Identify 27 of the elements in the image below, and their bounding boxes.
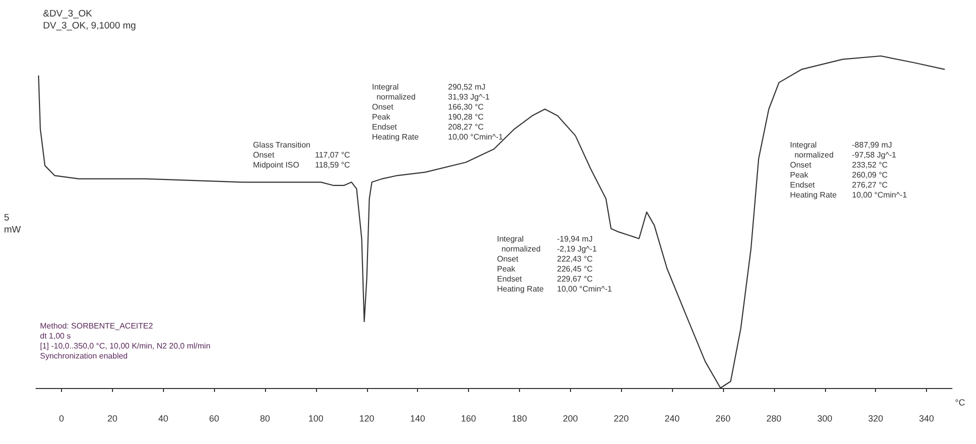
x-tick-label: 120 xyxy=(359,414,374,424)
x-tick-label: 220 xyxy=(614,414,629,424)
y-axis-title: 5 mW xyxy=(4,212,21,236)
x-tick-label: 40 xyxy=(158,414,168,424)
x-tick-label: 60 xyxy=(209,414,220,424)
x-tick-label: 160 xyxy=(461,414,476,424)
text: Integral -887,99 mJ normalized -97,58 Jg^-1 Onset 233,52 °C Peak 260,09 °C Endset 276,27 °C Heating Rate 10,00 °Cmin^-1 xyxy=(790,140,907,200)
x-tick-label: 20 xyxy=(107,414,118,424)
chart-title: &DV_3_OK xyxy=(43,8,93,20)
x-tick-label: 280 xyxy=(766,414,782,424)
x-tick-label: 0 xyxy=(58,414,64,424)
x-tick-label: 320 xyxy=(868,414,884,424)
x-tick-label: 260 xyxy=(715,414,731,424)
text: Glass Transition Onset 117,07 °C Midpoint ISO 118,59 °C xyxy=(253,140,350,170)
chart-subtitle: DV_3_OK, 9,1000 mg xyxy=(43,20,136,32)
x-tick-label: 140 xyxy=(410,414,426,424)
x-tick-label: 340 xyxy=(919,414,934,424)
x-tick-label: 80 xyxy=(260,414,270,424)
x-tick-label: 300 xyxy=(817,414,832,424)
text: Integral -19,94 mJ normalized -2,19 Jg^-1 Onset 222,43 °C Peak 226,45 °C Endset 229,67 °C Heating Rate 10,00 °Cmin^-1 xyxy=(497,234,612,294)
x-tick-label: 180 xyxy=(512,414,527,424)
text: Integral 290,52 mJ normalized 31,93 Jg^-1 Onset 166,30 °C Peak 190,28 °C Endset 208,27 °C Heating Rate 10,00 °Cmin^-1 xyxy=(372,82,503,142)
x-tick-label: 100 xyxy=(308,414,324,424)
x-tick-label: 200 xyxy=(562,414,578,424)
x-tick-label: 240 xyxy=(664,414,680,424)
annotation: Method: SORBENTE_ACEITE2 dt 1,00 s [1] -10,0..350,0 °C, 10,00 K/min, N2 20,0 ml/min Synchronization enabled xyxy=(40,322,210,360)
x-axis-title: °C xyxy=(955,398,966,408)
